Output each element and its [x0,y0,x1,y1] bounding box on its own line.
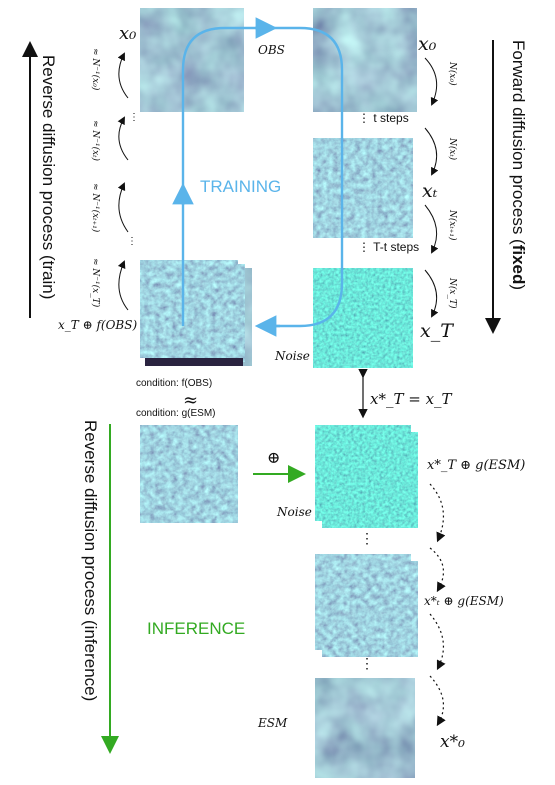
x0-left-label: x₀ [119,23,137,44]
obs-field-image-right [313,8,417,112]
right-vertical-label-prefix: Forward diffusion process ( [509,40,528,245]
noise-label-top: Noise [275,349,310,363]
inf-dotted-4 [429,675,446,727]
xT-star-eq-label: x*_T = x_T [370,390,452,408]
t-steps-label: ⋮ t steps [358,111,409,125]
xT-cond-label: x_T ⊕ f(OBS) [58,318,138,332]
inf-dots-1: ⋮ [360,531,374,547]
fwd-arrow-4 [424,269,439,318]
rev-arrow-1 [117,260,129,311]
Tt-steps-dots: ⋮ [358,240,370,254]
left-vertical-label: Reverse diffusion process (train) [39,55,58,300]
inf-dotted-1 [429,483,446,543]
inf-stack1-front [315,425,411,521]
xt-noised-image [313,138,413,238]
inference-label: INFERENCE [147,619,246,638]
xt-right-label: xₜ [422,180,438,202]
rev-arrow-4 [117,52,129,99]
cond-stack-shadow [145,358,243,366]
n-xt-label: N(xₜ) [447,138,457,161]
rev-dots-2: ⋮ [127,236,137,247]
esm-label: ESM [258,716,288,730]
ninv-xt-label: ≈ N⁻¹(xₜ) [90,120,100,161]
cond-g-label: condition: g(ESM) [136,408,216,419]
fwd-arrow-1 [424,57,439,106]
xT-right-label: x_T [420,320,453,342]
ninv-x0-label: ≈ N⁻¹(x₀) [90,48,100,91]
right-vertical-label-suffix: ) [509,284,528,291]
t-steps-text: t steps [373,111,409,125]
Tt-steps-label: ⋮ T-t steps [358,240,419,254]
xT-star-g-label: x*_T ⊕ g(ESM) [427,458,526,473]
approx-symbol: ≈ [183,390,199,411]
training-loop [181,26,344,328]
obs-field-image-left [140,8,244,112]
ninv-xt1-label: ≈ N⁻¹(xₜ₊₁) [90,183,100,233]
rev-dots-1: ⋮ [129,112,139,123]
inf-dotted-2 [429,547,446,593]
obs-label: OBS [258,43,285,57]
fwd-arrow-2 [424,127,439,176]
oplus-label: ⊕ [267,448,281,467]
Tt-steps-text: T-t steps [373,240,420,254]
cond-stack-front [140,260,238,358]
right-vertical-label-bold: fixed [509,244,528,285]
xt-star-g-label: x*ₜ ⊕ g(ESM) [424,594,504,608]
training-label: TRAINING [200,177,282,196]
right-vertical-label: Forward diffusion process (fixed) [508,40,528,290]
fwd-arrow-3 [424,204,439,254]
esm-output-image [315,678,415,778]
x0-right-label: x₀ [418,33,437,55]
rev-arrow-3 [117,116,129,161]
t-steps-dots: ⋮ [358,111,370,125]
n-xT-label: N(x_T) [447,278,457,309]
noise-label-mid: Noise [277,505,312,519]
n-xt1-label: N(xₜ₊₁) [447,210,457,241]
cond-f-label: condition: f(OBS) [136,378,213,389]
inf-dots-2: ⋮ [360,656,374,672]
ninv-xT-label: ≈ N⁻¹(x_T) [90,258,100,308]
inference-vertical-label: Reverse diffusion process (inference) [81,420,100,702]
x0-star-label: x*₀ [440,732,465,752]
inf-dotted-3 [429,613,446,671]
inf-stack2-front [315,554,411,650]
n-x0-label: N(x₀) [447,62,457,86]
rev-arrow-2 [117,182,129,233]
esm-condition-image [140,425,238,523]
